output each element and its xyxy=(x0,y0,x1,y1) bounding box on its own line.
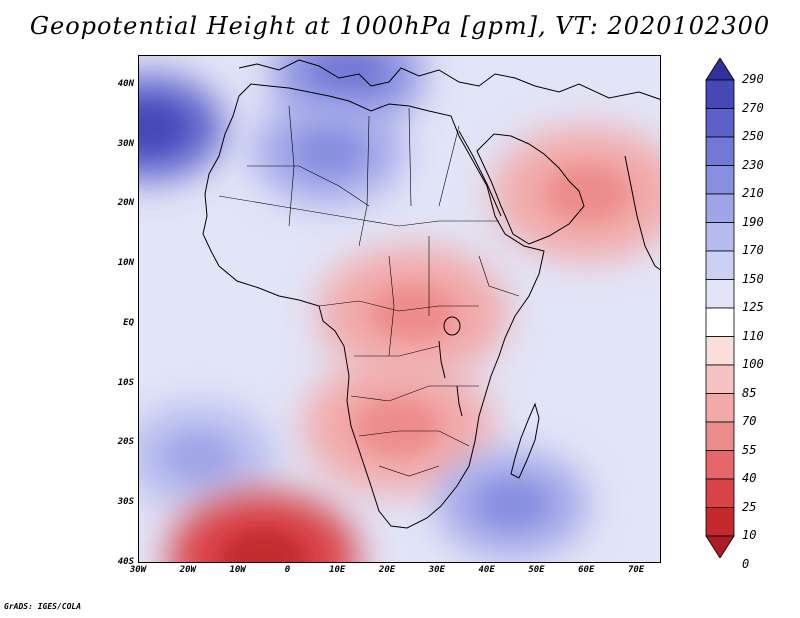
colorbar-band xyxy=(705,478,735,508)
lake-malawi xyxy=(456,385,463,417)
europe-coastline xyxy=(238,59,660,100)
colorbar-tick-label: 270 xyxy=(742,100,764,115)
colorbar-top-arrow xyxy=(705,58,735,81)
colorbar-tick-label: 55 xyxy=(742,442,757,457)
colorbar-tick-label: 125 xyxy=(742,300,764,314)
lon-tick-label: 0 xyxy=(284,565,291,575)
colorbar-band xyxy=(705,193,735,223)
colorbar-band xyxy=(705,136,735,166)
colorbar-tick-label: 110 xyxy=(742,328,764,343)
lat-tick-label: 30N xyxy=(117,138,134,149)
colorbar-tick-label: 100 xyxy=(742,357,764,371)
lat-tick-label: EQ xyxy=(123,317,134,328)
africa-coastline xyxy=(202,83,545,529)
colorbar-band xyxy=(705,250,735,280)
colorbar-tick-label: 0 xyxy=(742,556,750,571)
colorbar-band xyxy=(705,165,735,195)
colorbar-tick-label: 230 xyxy=(742,157,764,172)
height-field xyxy=(139,56,660,562)
colorbar-band xyxy=(705,450,735,480)
field-core-congo-low xyxy=(370,284,456,342)
madagascar-coastline xyxy=(510,402,540,479)
colorbar-tick-label: 40 xyxy=(742,471,757,485)
colorbar-tick-label: 290 xyxy=(742,72,764,86)
lake-victoria xyxy=(443,316,461,336)
colorbar-tick-label: 170 xyxy=(742,243,764,257)
field-core-southern-ocean-low xyxy=(220,529,307,562)
lon-tick-label: 10E xyxy=(329,565,346,575)
lon-tick-label: 20E xyxy=(378,565,396,575)
colorbar-tick-label: 10 xyxy=(742,528,757,542)
field-core-north-atlantic-high xyxy=(139,105,183,151)
colorbar-band xyxy=(705,307,735,337)
colorbar-tick-label: 210 xyxy=(742,186,764,200)
colorbar-band xyxy=(705,364,735,394)
colorbar-tick-label: 190 xyxy=(742,214,764,229)
field-southern-ocean-low xyxy=(168,491,359,562)
lat-tick-label: 40S xyxy=(117,557,134,567)
lon-tick-label: 10W xyxy=(229,565,246,575)
colorbar-band xyxy=(705,108,735,138)
credit-label: GrADS: IGES/COLA xyxy=(4,602,82,611)
colorbar-tick-label: 150 xyxy=(742,271,764,286)
colorbar-band xyxy=(705,336,735,366)
lon-tick-label: 30E xyxy=(428,565,445,575)
field-core-kalahari-low xyxy=(355,398,441,456)
colorbar-band xyxy=(705,279,735,309)
colorbar-tick-label: 70 xyxy=(742,414,757,428)
colorbar-band xyxy=(705,222,735,252)
coastlines xyxy=(202,59,660,529)
colorbar-band xyxy=(705,79,735,109)
lat-tick-label: 10S xyxy=(117,377,134,388)
map-panel xyxy=(138,55,661,563)
colorbar xyxy=(705,58,735,558)
india-coastline xyxy=(624,155,660,271)
lon-tick-label: 50E xyxy=(528,565,545,575)
arabia-coastline xyxy=(476,133,585,245)
page-title: Geopotential Height at 1000hPa [gpm], VT… xyxy=(29,12,771,40)
colorbar-band xyxy=(705,393,735,423)
lon-tick-label: 30W xyxy=(129,565,147,575)
colorbar-tick-label: 25 xyxy=(742,499,757,514)
lon-tick-label: 20W xyxy=(179,565,196,575)
field-core-arabian-low xyxy=(544,164,631,222)
colorbar-tick-label: 85 xyxy=(742,385,757,400)
lon-tick-label: 70E xyxy=(627,565,645,575)
field-core-indian-ocean-high xyxy=(478,481,547,527)
red-sea-coastline xyxy=(458,130,502,217)
colorbar-bottom-arrow xyxy=(705,535,735,558)
colorbar-band xyxy=(705,507,735,537)
contour-map xyxy=(139,56,660,562)
lat-tick-label: 20N xyxy=(117,198,134,209)
field-core-south-atlantic-high xyxy=(165,433,233,479)
lat-tick-label: 40N xyxy=(117,78,134,89)
lake-tanganyika xyxy=(438,340,446,379)
lon-tick-label: 60E xyxy=(578,565,595,575)
colorbar-tick-label: 250 xyxy=(742,129,764,143)
country-borders xyxy=(218,105,520,477)
lon-tick-label: 40E xyxy=(478,565,495,575)
lat-tick-label: 30S xyxy=(117,497,134,508)
field-core-sahara-high xyxy=(294,129,363,175)
colorbar-band xyxy=(705,421,735,451)
lat-tick-label: 10N xyxy=(117,258,134,269)
lat-tick-label: 20S xyxy=(117,437,134,448)
